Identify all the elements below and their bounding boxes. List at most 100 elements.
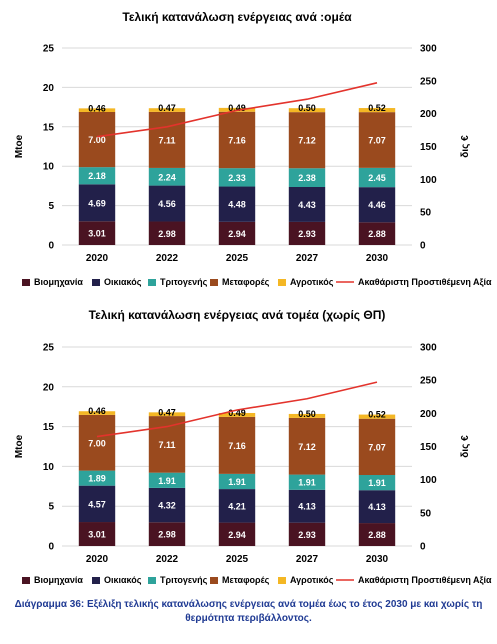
x-tick-label: 2022 — [156, 554, 179, 565]
legend-label: Τριτογενής — [160, 575, 208, 585]
bar-segment — [148, 108, 186, 112]
bar-segment — [288, 474, 326, 490]
legend-swatch — [210, 279, 218, 286]
bar-segment — [218, 489, 256, 523]
chart-title: Τελική κατανάλωση ενέργειας ανά τομέα (χ… — [89, 308, 386, 322]
bar-value-label: 2.33 — [228, 173, 246, 183]
bar-segment — [148, 111, 186, 168]
bar-segment — [288, 168, 326, 188]
bar-value-label: 7.00 — [88, 438, 106, 448]
y2-tick-label: 50 — [420, 208, 432, 219]
bar-value-label: 1.91 — [158, 476, 176, 486]
bar-value-label: 2.98 — [158, 530, 176, 540]
bar-value-label: 4.57 — [88, 499, 106, 509]
x-tick-label: 2027 — [296, 253, 319, 264]
chart-2-svg: Τελική κατανάλωση ενέργειας ανά τομέα (χ… — [14, 308, 492, 585]
legend-swatch — [148, 577, 156, 584]
bar-segment — [148, 412, 186, 417]
bar-value-label: 7.16 — [228, 135, 246, 145]
bar-segment — [218, 522, 256, 546]
y2-tick-label: 150 — [420, 142, 437, 153]
bar-value-label: 1.91 — [298, 478, 316, 488]
y2-tick-label: 300 — [420, 343, 437, 354]
legend-label: Τριτογενής — [160, 277, 208, 287]
y2-tick-label: 150 — [420, 442, 437, 453]
legend-label: Αγροτικός — [290, 575, 334, 585]
bar-segment — [358, 222, 396, 245]
legend-label: Οικιακός — [104, 277, 142, 287]
bar-segment — [358, 112, 396, 168]
y-axis-label: Mtoe — [14, 134, 25, 158]
bar-segment — [288, 112, 326, 169]
y-tick-label: 0 — [48, 542, 54, 553]
legend-swatch — [22, 577, 30, 584]
bar-value-label: 2.98 — [158, 229, 176, 239]
bar-segment — [358, 108, 396, 113]
bar-value-label: 0.49 — [228, 408, 246, 418]
legend-swatch — [148, 279, 156, 286]
bar-value-label: 1.89 — [88, 474, 106, 484]
bar-value-label: 1.91 — [228, 477, 246, 487]
bar-value-label: 0.52 — [368, 410, 386, 420]
legend-label: Μεταφορές — [222, 277, 270, 287]
y-tick-label: 5 — [48, 502, 54, 513]
legend-label: Ακαθάριστη Προστιθέμενη Αξία — [358, 277, 492, 287]
bar-value-label: 2.18 — [88, 171, 106, 181]
y-tick-label: 20 — [43, 83, 55, 94]
x-tick-label: 2025 — [226, 554, 249, 565]
bar-value-label: 7.11 — [158, 135, 175, 145]
bar-segment — [78, 470, 116, 486]
legend-swatch — [92, 577, 100, 584]
bar-value-label: 0.47 — [158, 407, 176, 417]
x-tick-label: 2022 — [156, 253, 179, 264]
legend-swatch — [210, 577, 218, 584]
bar-value-label: 7.00 — [88, 135, 106, 145]
y-tick-label: 25 — [43, 44, 55, 55]
legend-swatch — [278, 279, 286, 286]
legend-label: Βιομηχανία — [34, 575, 83, 585]
bar-value-label: 4.48 — [228, 200, 246, 210]
bar-value-label: 4.69 — [88, 198, 106, 208]
bar-segment — [78, 108, 116, 112]
y-tick-label: 10 — [43, 162, 55, 173]
bar-value-label: 4.13 — [298, 502, 316, 512]
bar-value-label: 7.12 — [298, 136, 316, 146]
bar-value-label: 4.32 — [158, 501, 176, 511]
bar-value-label: 2.24 — [158, 172, 176, 182]
bar-value-label: 0.49 — [228, 103, 246, 113]
bar-segment — [148, 522, 186, 546]
x-tick-label: 2030 — [366, 253, 389, 264]
legend-label: Αγροτικός — [290, 277, 334, 287]
legend-swatch — [278, 577, 286, 584]
y2-tick-label: 250 — [420, 76, 437, 87]
y2-tick-label: 200 — [420, 409, 437, 420]
x-tick-label: 2020 — [86, 253, 109, 264]
bar-segment — [78, 111, 116, 168]
legend-label: Βιομηχανία — [34, 277, 83, 287]
bar-value-label: 4.21 — [228, 501, 246, 511]
bar-segment — [78, 167, 116, 185]
bar-value-label: 2.94 — [228, 530, 246, 540]
bar-value-label: 2.93 — [298, 229, 316, 239]
gva-line — [96, 381, 378, 438]
bar-segment — [288, 489, 326, 523]
bar-segment — [78, 411, 116, 415]
y-tick-label: 25 — [43, 343, 55, 354]
y2-tick-label: 250 — [420, 376, 437, 387]
bar-value-label: 2.88 — [368, 530, 386, 540]
chart-1-svg: Τελική κατανάλωση ενέργειας ανά :ομέα 0 5 1… — [14, 10, 492, 287]
chart-panel-2: Τελική κατανάλωση ενέργειας ανά τομέα (χ… — [0, 305, 497, 595]
y2-tick-label: 100 — [420, 475, 437, 486]
bar-value-label: 0.50 — [298, 103, 316, 113]
bar-segment — [148, 185, 186, 222]
bar-value-label: 7.16 — [228, 441, 246, 451]
y2-tick-label: 0 — [420, 241, 426, 252]
bar-value-label: 7.07 — [368, 135, 386, 145]
x-tick-label: 2025 — [226, 253, 249, 264]
bar-value-label: 2.45 — [368, 173, 386, 183]
bar-value-label: 3.01 — [88, 530, 106, 540]
y-tick-label: 5 — [48, 201, 54, 212]
bar-value-label: 2.94 — [228, 229, 246, 239]
bar-value-label: 0.52 — [368, 103, 386, 113]
bar-segment — [288, 413, 326, 418]
